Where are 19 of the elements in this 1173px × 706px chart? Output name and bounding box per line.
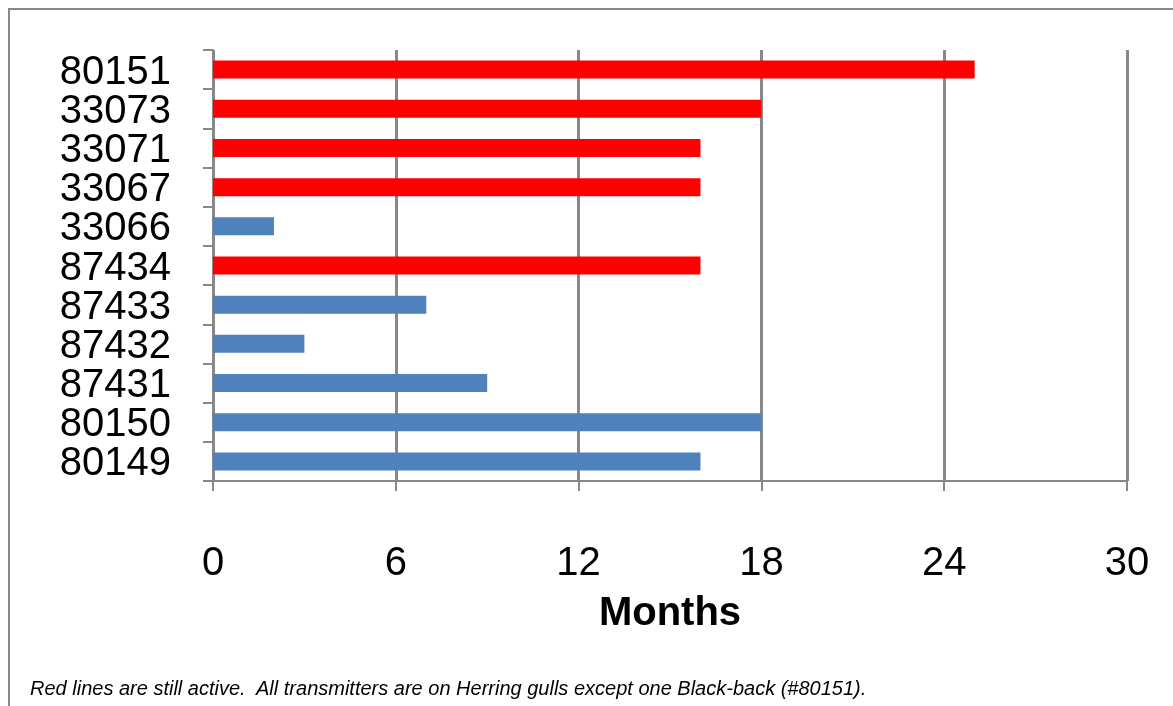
x-tick-label: 0: [201, 539, 225, 583]
x-tick-label: 24: [921, 539, 967, 583]
x-axis-title: Months: [598, 589, 742, 633]
bar: [213, 413, 762, 432]
bar: [213, 295, 427, 314]
x-tick-label: 18: [739, 539, 784, 583]
bar: [213, 334, 305, 353]
text: Red lines are still active. All transmitters are on Herring gulls except one Black-back (#80151).: [30, 677, 867, 699]
bar: [213, 60, 975, 79]
bar: [213, 138, 701, 157]
bar: [213, 217, 274, 236]
bar: [213, 256, 701, 275]
bar: [213, 374, 488, 393]
x-tick-label: 12: [556, 539, 601, 583]
bar: [213, 99, 762, 118]
x-tick-label: 6: [384, 539, 407, 583]
bar: [213, 452, 701, 471]
x-tick-label: 30: [1104, 539, 1150, 583]
bar: [213, 178, 701, 197]
